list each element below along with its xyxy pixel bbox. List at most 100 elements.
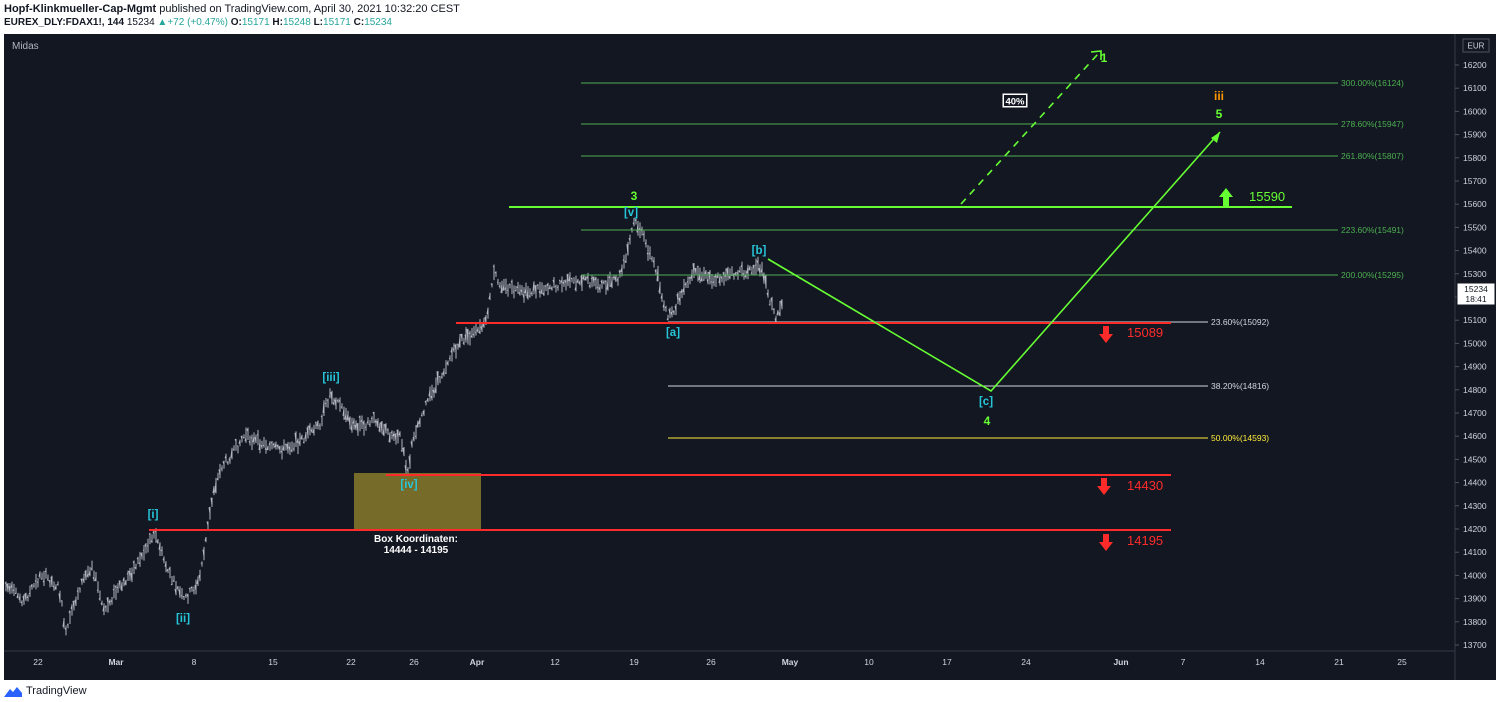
price-bar-tick [354, 424, 357, 430]
wave-label-v: [v] [624, 207, 638, 219]
price-bar-tick [134, 566, 137, 570]
price-bar-tick [500, 283, 503, 293]
chart-svg[interactable]: Midas EUR 16200 16100 16000 15900 15800 15700… [4, 34, 1496, 680]
price-bar-tick [232, 449, 235, 451]
price-bar-tick [604, 280, 607, 283]
price-tick-label: 13700 [1463, 640, 1487, 650]
price-bar-tick [562, 281, 565, 285]
time-tick-label: May [782, 657, 799, 667]
price-bar-tick [510, 280, 513, 283]
wave-label-5: 5 [1216, 107, 1223, 121]
time-tick-label: 24 [1021, 657, 1031, 667]
tradingview-logo-icon[interactable] [4, 685, 22, 697]
price-bar-tick [598, 287, 601, 291]
wave-label-ii: [ii] [176, 613, 190, 625]
price-bar-tick [392, 432, 395, 437]
time-tick-label: Apr [470, 657, 485, 667]
price-bar-tick [468, 332, 471, 335]
author-name[interactable]: Hopf-Klinkmueller-Cap-Mgmt [4, 3, 157, 15]
price-bar-tick [532, 281, 535, 291]
wave-label-iv: [iv] [400, 479, 417, 491]
price-bar-tick [112, 588, 115, 591]
price-bar-tick [398, 431, 401, 436]
price-bar-tick [452, 348, 455, 351]
price-bar-tick [664, 306, 667, 309]
price-bar-tick [382, 428, 385, 436]
price-bar-tick [424, 401, 427, 404]
price-bar-tick [492, 265, 495, 268]
price-tick-label: 13800 [1463, 617, 1487, 627]
price-bar-tick [126, 572, 129, 575]
price-bar-tick [230, 448, 233, 458]
price-bar-tick [130, 573, 133, 582]
wave-label-3: 3 [631, 189, 638, 203]
price-bar-tick [38, 572, 41, 577]
wave-label-iii-orange: iii [1214, 89, 1224, 103]
price-bar-tick [350, 423, 353, 431]
price-bar-tick [164, 562, 167, 567]
price-tick-label: 16100 [1463, 83, 1487, 93]
price-tick-label: 14200 [1463, 524, 1487, 534]
price-bar-tick [726, 268, 729, 278]
time-axis[interactable]: 22 Mar 8 15 22 26 Apr 12 19 26 May 10 17 24 Jun 7 14 21 25 [33, 657, 1407, 667]
price-bar-tick [206, 521, 209, 526]
price-bar-tick [214, 481, 217, 493]
price-bar-tick [158, 542, 161, 550]
price-bar-tick [138, 562, 141, 565]
price-bar-tick [140, 553, 143, 558]
price-bar-tick [652, 259, 655, 263]
price-bar-tick [282, 445, 285, 451]
price-bar-tick [420, 414, 423, 417]
publish-text: published on TradingView.com, April 30, … [159, 3, 460, 15]
price-tick-label: 16000 [1463, 106, 1487, 116]
price-bar-tick [144, 544, 147, 548]
price-tick-label: 15900 [1463, 130, 1487, 140]
price-bar-tick [520, 289, 523, 293]
price-bar-tick [650, 257, 653, 260]
dashed-projection-path[interactable] [960, 53, 1099, 205]
chart-panel[interactable]: Midas EUR 16200 16100 16000 15900 15800 15700… [4, 34, 1496, 680]
footer-brand[interactable]: TradingView [26, 685, 87, 697]
price-bar-tick [528, 295, 531, 298]
impulse-labels: 3 4 5 1 [631, 51, 1223, 428]
price-bar-tick [276, 444, 279, 448]
price-bar-tick [654, 269, 657, 273]
price-bar-tick [480, 326, 483, 331]
current-price-value: 15234 [1464, 284, 1488, 294]
price-bar-tick [208, 507, 211, 514]
currency-box[interactable] [1462, 38, 1490, 53]
price-bar-tick [310, 429, 313, 433]
price-bar-tick [330, 392, 333, 401]
price-bar-tick [386, 429, 389, 431]
price-tick-label: 15800 [1463, 153, 1487, 163]
target-box[interactable] [354, 473, 481, 530]
price-bar-tick [378, 423, 381, 432]
price-bar-tick [316, 420, 319, 426]
symbol-name[interactable]: EUREX_DLY:FDAX1!, 144 [4, 17, 125, 28]
time-tick-label: Jun [1113, 657, 1128, 667]
price-bar-tick [202, 549, 205, 557]
time-tick-label: 19 [629, 657, 639, 667]
price-bar-tick [16, 593, 19, 599]
price-bar-tick [228, 458, 231, 462]
fibonacci-extension[interactable]: 300.00%(16124) 278.60%(15947) 261.80%(15… [581, 78, 1404, 280]
price-bar-tick [120, 582, 123, 591]
price-bar-tick [40, 578, 43, 580]
price-bar-tick [760, 268, 763, 273]
fibonacci-retracement[interactable]: 23.60%(15092) 38.20%(14816) 50.00%(14593… [668, 317, 1269, 443]
price-bar-tick [322, 401, 325, 414]
price-axis[interactable]: EUR 16200 16100 16000 15900 15800 15700 15600 1… [1455, 38, 1490, 650]
indicator-label[interactable]: Midas [12, 41, 39, 52]
price-bar-tick [736, 272, 739, 275]
price-bar-tick [516, 286, 519, 288]
price-bar-tick [238, 440, 241, 444]
price-bar-tick [524, 288, 527, 294]
price-bar-tick [110, 599, 113, 602]
price-bar-tick [218, 469, 221, 476]
time-tick-label: 10 [864, 657, 874, 667]
price-bar-tick [24, 593, 27, 601]
wave-projection-path[interactable] [767, 131, 1221, 393]
price-bar-tick [608, 276, 611, 279]
arrow-up-icon [1219, 188, 1233, 206]
price-bar-tick [486, 308, 489, 315]
